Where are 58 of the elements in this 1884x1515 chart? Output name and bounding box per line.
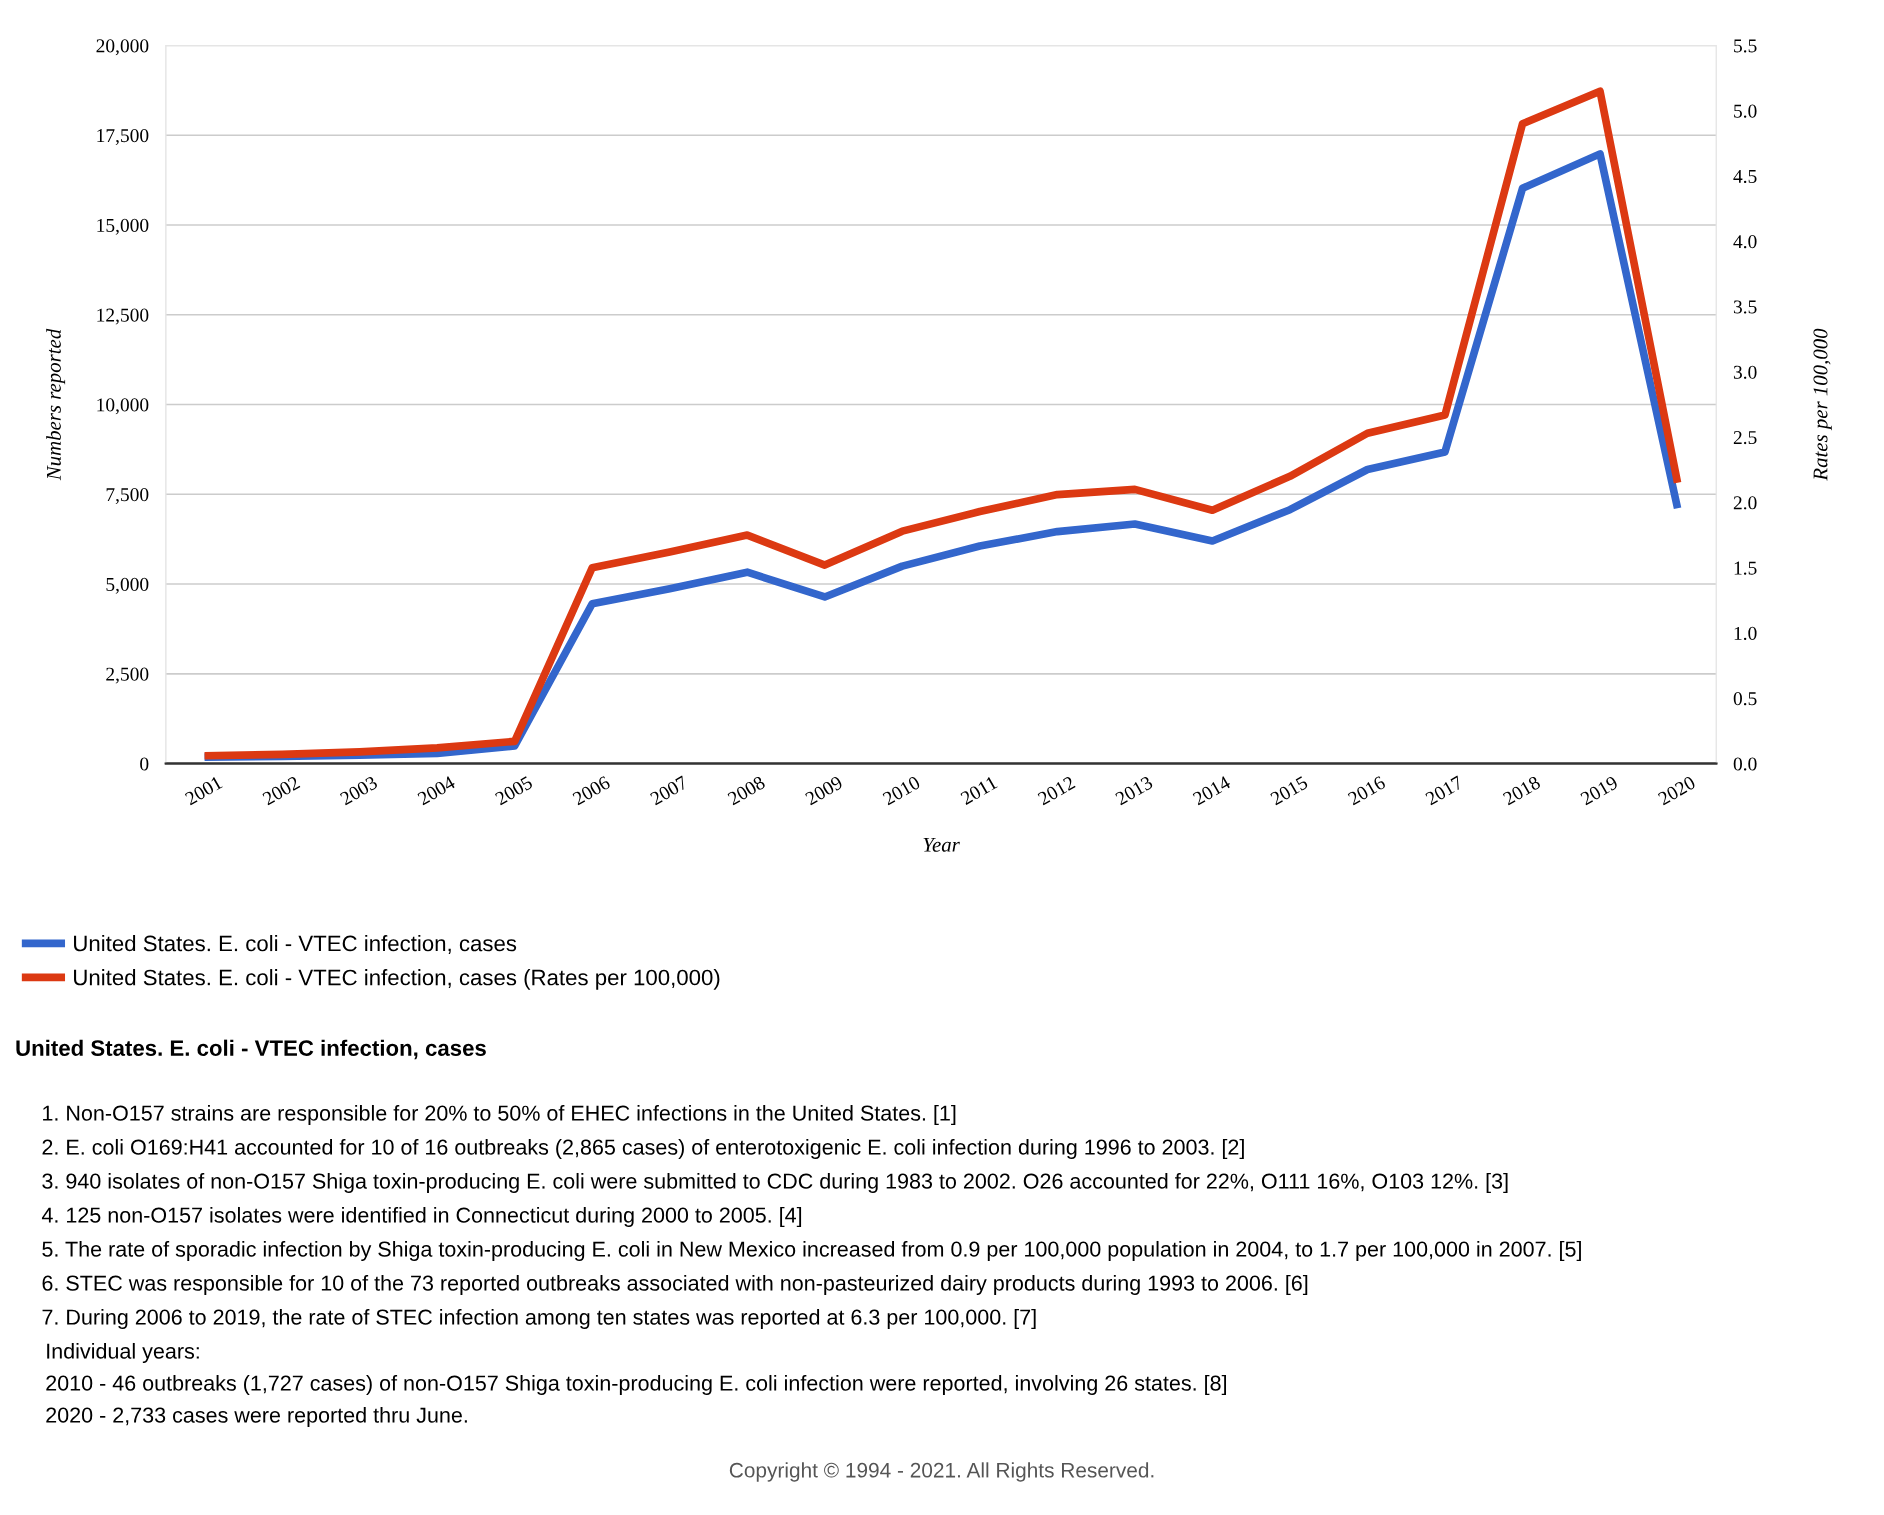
x-tick-label: 2003	[339, 775, 379, 806]
y2-tick-label: 4.5	[1733, 169, 1757, 184]
text: 2. E. coli O169:H41 accounted for 10 of 16 outbreaks (2,865 cases) of enterotoxigenic E. coli infection during 1996 to 2003. [2]	[42, 1138, 1244, 1160]
text: Copyright © 1994 - 2021. All Rights Reserved.	[729, 1462, 1154, 1482]
x-tick-label: 2010	[882, 775, 921, 806]
y-tick-label: 20,000	[96, 39, 149, 56]
y2-tick-label: 2.0	[1733, 496, 1757, 510]
y2-tick-label: 5.0	[1734, 104, 1757, 118]
y2-tick-label: 3.0	[1733, 365, 1757, 379]
legend-label: United States. E. coli - VTEC infection, cases (Rates per 100,000)	[74, 969, 720, 990]
x-tick-label: 2006	[571, 775, 611, 806]
x-tick-label: 2020	[1657, 775, 1697, 806]
text: United States. E. coli - VTEC infection, cases	[16, 1039, 486, 1060]
text: 1. Non-O157 strains are responsible for 20% to 50% of EHEC infections in the United States. [1]	[43, 1104, 956, 1126]
x-axis-title: Year	[923, 837, 960, 852]
y-tick-label: 7,500	[106, 488, 149, 504]
x-tick-label: 2019	[1579, 775, 1619, 806]
y-tick-label: 15,000	[97, 218, 149, 235]
x-tick-label: 2015	[1269, 775, 1309, 806]
text: Individual years:	[47, 1342, 199, 1364]
y2-tick-label: 2.5	[1733, 431, 1757, 445]
x-tick-label: 2008	[727, 775, 766, 806]
text: 6. STEC was responsible for 10 of the 73 reported outbreaks associated with non-pasteurized dairy products during 1993 to 2006. [6]	[42, 1274, 1308, 1296]
x-tick-label: 2005	[494, 775, 534, 806]
x-tick-label: 2007	[649, 775, 689, 806]
y-tick-label: 10,000	[97, 398, 149, 415]
x-tick-label: 2016	[1347, 775, 1387, 806]
y2-axis-title: Rates per 100,000	[1813, 328, 1832, 481]
x-tick-label: 2001	[184, 775, 223, 806]
legend-label: United States. E. coli - VTEC infection, cases	[74, 935, 517, 954]
x-tick-label: 2012	[1037, 775, 1076, 806]
x-tick-label: 2009	[804, 775, 844, 806]
y2-tick-label: 0.0	[1733, 757, 1757, 771]
text: 7. During 2006 to 2019, the rate of STEC infection among ten states was reported at 6.3 per 100,000. [7]	[42, 1308, 1036, 1330]
text: 4. 125 non-O157 isolates were identified in Connecticut during 2000 to 2005. [4]	[41, 1206, 802, 1228]
y2-tick-label: 1.5	[1734, 561, 1757, 575]
y-tick-label: 0	[140, 757, 149, 771]
text: 3. 940 isolates of non-O157 Shiga toxin-producing E. coli were submitted to CDC during 1983 to 2002. O26 accounted for 22%, O111 16%, O103 12%. [3]	[42, 1172, 1508, 1194]
y2-tick-label: 3.5	[1733, 300, 1757, 314]
y-tick-label: 5,000	[106, 577, 149, 594]
x-tick-label: 2014	[1192, 775, 1232, 806]
y-tick-label: 17,500	[97, 129, 149, 145]
y2-tick-label: 0.5	[1733, 692, 1757, 706]
text: 5. The rate of sporadic infection by Shiga toxin-producing E. coli in New Mexico increased from 0.9 per 100,000 population in 2004, to 1.7 per 100,000 in 2007. [5]	[42, 1240, 1581, 1262]
y-tick-label: 2,500	[106, 667, 149, 684]
y2-tick-label: 1.0	[1734, 626, 1757, 641]
x-tick-label: 2002	[261, 775, 301, 806]
y-axis-title: Numbers reported	[46, 328, 66, 481]
y2-tick-label: 4.0	[1733, 235, 1757, 249]
y-tick-label: 12,500	[97, 308, 149, 325]
x-tick-label: 2017	[1424, 775, 1464, 806]
x-tick-label: 2018	[1502, 775, 1542, 806]
text: 2020 - 2,733 cases were reported thru June.	[46, 1406, 467, 1428]
x-tick-label: 2004	[416, 775, 457, 806]
x-tick-label: 2011	[959, 775, 998, 806]
y2-tick-label: 5.5	[1734, 39, 1757, 53]
x-tick-label: 2013	[1114, 775, 1154, 806]
text: 2010 - 46 outbreaks (1,727 cases) of non-O157 Shiga toxin-producing E. coli infection were reported, involving 26 states. [8]	[46, 1374, 1227, 1396]
